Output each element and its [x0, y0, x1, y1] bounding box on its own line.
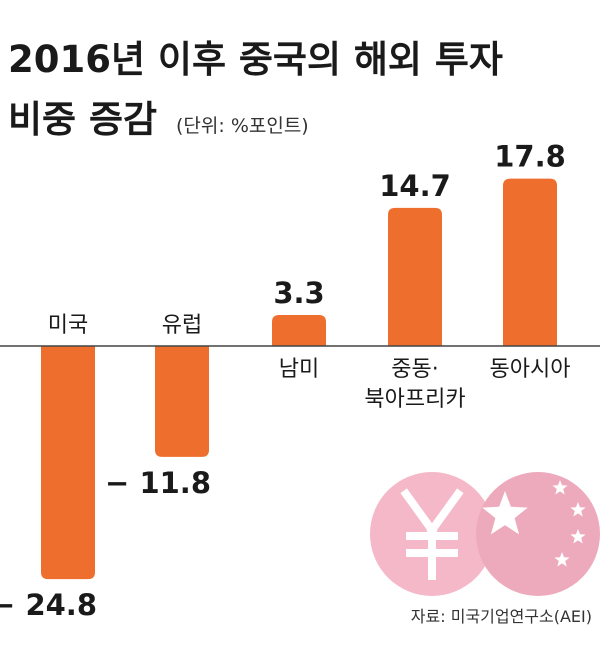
category-label-2-line-0: 남미: [279, 357, 319, 382]
value-label-0: − 24.8: [0, 588, 97, 622]
category-label-3: 중동· 북아프리카: [364, 357, 465, 412]
category-label-3-line-1: 북아프리카: [364, 387, 465, 412]
bars-layer: [41, 178, 557, 580]
source-note: 자료: 미국기업연구소(AEI): [411, 607, 592, 626]
value-label-2: 3.3: [273, 276, 324, 310]
china-flag-coin-icon: [476, 472, 600, 596]
category-label-4-line-0: 동아시아: [490, 357, 571, 382]
unit-label: (단위: %포인트): [176, 115, 309, 137]
chart-title-line2: 비중 증감: [8, 98, 157, 141]
flag-star-2: [570, 502, 586, 517]
bar-1: [155, 346, 209, 457]
category-label-1-line-0: 유럽: [162, 313, 202, 338]
bar-2: [272, 314, 326, 346]
category-label-1: 유럽: [162, 313, 202, 338]
category-label-0-line-0: 미국: [48, 313, 88, 338]
yuan-coin-icon: [370, 472, 494, 596]
bar-0: [41, 346, 95, 580]
flag-star-4: [554, 552, 570, 567]
flag-star-3: [570, 529, 586, 544]
chart-title-line1: 2016년 이후 중국의 해외 투자: [8, 38, 503, 81]
category-label-3-line-0: 중동·: [391, 357, 438, 382]
labels-layer: − 24.8 미국 − 11.8 유럽 3.3 남미 14.7 중동· 북아프리카 17.8 동아시…: [0, 140, 570, 622]
category-label-0: 미국: [48, 313, 88, 338]
value-label-4: 17.8: [494, 140, 566, 174]
flag-star-0: [482, 491, 528, 535]
value-label-3: 14.7: [379, 169, 451, 203]
bar-4: [503, 178, 557, 346]
flag-star-1: [552, 480, 568, 495]
category-label-4: 동아시아: [490, 357, 571, 382]
category-label-2: 남미: [279, 357, 319, 382]
value-label-1: − 11.8: [105, 466, 211, 500]
bar-3: [388, 207, 442, 346]
